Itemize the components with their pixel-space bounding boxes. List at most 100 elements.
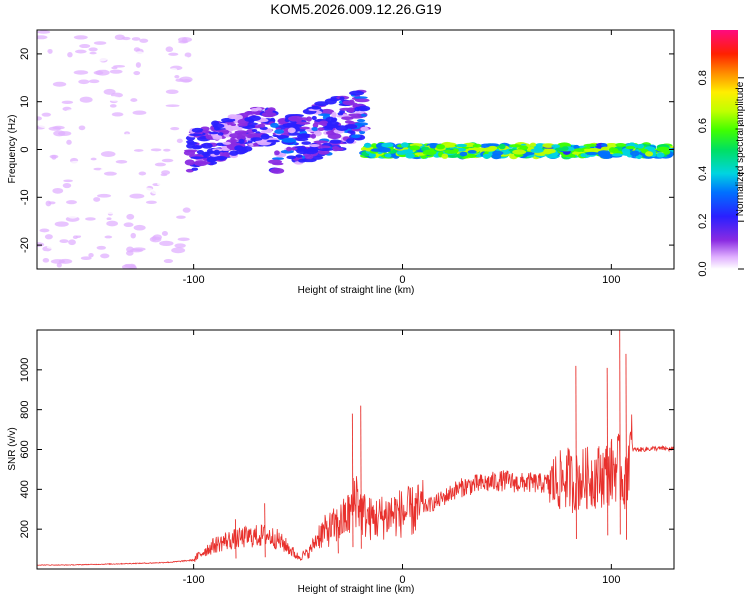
spectrogram-cell: [52, 81, 67, 87]
snr-spike: [337, 517, 339, 554]
spectrogram-cell: [124, 133, 131, 140]
spectrogram-cell: [287, 127, 296, 134]
spectrogram-cell: [37, 225, 44, 229]
spectrogram-cell: [326, 120, 340, 127]
spectrogram-cell: [78, 125, 86, 131]
spectrogram-cell: [123, 82, 131, 85]
spectrogram-cell: [83, 65, 95, 71]
spectrogram-cell: [165, 104, 180, 108]
spectrogram-cell: [106, 220, 119, 227]
spectrogram-cell: [225, 124, 239, 131]
spectrogram-cell: [63, 34, 75, 39]
spectrogram-cell: [168, 153, 179, 158]
spectrogram-cell: [141, 105, 148, 109]
spectrogram-cell: [542, 148, 552, 155]
spectrogram-cell: [152, 104, 163, 108]
spectrogram-cell: [44, 234, 53, 240]
spectrogram-cell: [456, 143, 468, 148]
spectrogram-cell: [130, 98, 138, 102]
spectrogram-cell: [163, 259, 174, 264]
spectrogram-cell: [69, 62, 75, 69]
spectrogram-cell: [147, 150, 157, 154]
spectrogram-cell: [172, 223, 183, 229]
spectrogram-cell: [80, 176, 90, 180]
spectrogram-cell: [73, 166, 87, 172]
spectrogram-cell: [261, 111, 277, 118]
spectrogram-cell: [52, 125, 65, 130]
spectrogram-marks: [37, 30, 674, 269]
spectrogram-cell: [106, 38, 117, 44]
spectrogram-y-tick-label: 10: [19, 96, 31, 108]
spectrogram-cell: [171, 247, 186, 254]
spectrogram-cell: [230, 123, 237, 127]
snr-y-tick-label: 600: [19, 440, 31, 458]
snr-y-ticks: 200 400 600 800 1000: [19, 358, 674, 538]
colorbar-tick-label: 0.6: [697, 118, 709, 133]
spectrogram-cell: [111, 80, 119, 84]
spectrogram-cell: [234, 145, 244, 151]
spectrogram-cell: [250, 137, 263, 141]
spectrogram-cell: [151, 79, 162, 83]
spectrogram-cell: [88, 47, 98, 52]
spectrogram-cell: [80, 256, 92, 260]
spectrogram-cell: [529, 142, 537, 147]
spectrogram-cell: [604, 143, 619, 148]
spectrogram-cell: [309, 143, 320, 148]
spectrogram-cell: [133, 51, 145, 58]
chart-title: KOM5.2026.009.12.26.G19: [270, 1, 441, 17]
spectrogram-cell: [79, 96, 93, 103]
spectrogram-cell: [50, 259, 66, 264]
spectrogram-cell: [345, 124, 358, 129]
spectrogram-cell: [467, 149, 477, 154]
colorbar: 0.0 0.2 0.4 0.6 0.8 Normalized spectral ampl…: [697, 30, 746, 277]
snr-x-tick-label: 100: [602, 574, 620, 586]
spectrogram-cell: [436, 143, 446, 150]
spectrogram-cell: [311, 115, 317, 121]
spectrogram-cell: [229, 150, 239, 156]
spectrogram-cell: [150, 140, 165, 143]
snr-plot-area: [37, 330, 674, 569]
spectrogram-cell: [337, 112, 344, 116]
spectrogram-cell: [173, 202, 179, 206]
spectrogram-cell: [47, 48, 53, 54]
colorbar-tick-label: 0.0: [697, 261, 709, 276]
spectrogram-cell: [213, 149, 221, 156]
spectrogram-cell: [133, 149, 144, 152]
spectrogram-cell: [295, 154, 303, 158]
spectrogram-cell: [106, 217, 112, 221]
spectrogram-cell: [266, 139, 281, 143]
spectrogram-cell: [133, 224, 146, 231]
spectrogram-cell: [301, 141, 312, 145]
spectrogram-cell: [67, 51, 73, 58]
snr-y-tick-label: 1000: [19, 358, 31, 382]
snr-spike: [575, 365, 577, 540]
spectrogram-cell: [346, 138, 355, 144]
spectrogram-cell: [55, 51, 71, 57]
spectrogram-cell: [129, 106, 143, 111]
snr-spike: [264, 503, 266, 558]
spectrogram-cell: [585, 151, 599, 156]
spectrogram-cell: [100, 224, 108, 230]
spectrogram-cell: [46, 245, 61, 250]
spectrogram-cell: [339, 96, 345, 101]
spectrogram-cell: [126, 213, 135, 220]
spectrogram-cell: [68, 239, 76, 246]
spectrogram-cell: [48, 201, 56, 205]
snr-spike: [625, 353, 628, 540]
spectrogram-cell: [251, 128, 258, 133]
spectrogram-cell: [174, 74, 180, 79]
spectrogram-cell: [509, 144, 522, 148]
spectrogram-cell: [244, 117, 253, 122]
spectrogram-cell: [111, 66, 118, 70]
spectrogram-cell: [350, 134, 361, 139]
spectrogram-cell: [312, 122, 319, 129]
spectrogram-cell: [534, 145, 543, 151]
spectrogram-cell: [129, 265, 137, 269]
spectrogram-cell: [311, 106, 322, 110]
spectrogram-cell: [422, 149, 437, 156]
spectrogram-cell: [286, 146, 292, 152]
spectrogram-cell: [175, 78, 184, 82]
spectrogram-cell: [580, 153, 588, 158]
spectrogram-cell: [150, 213, 157, 217]
spectrogram-cell: [113, 191, 127, 196]
